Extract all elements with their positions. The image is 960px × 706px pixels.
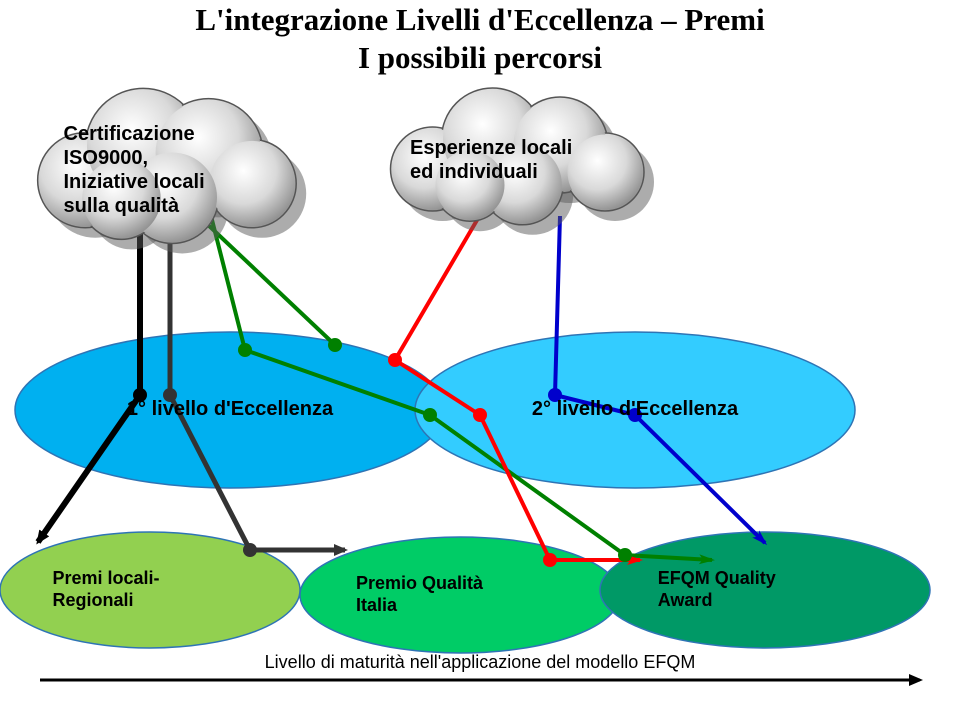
level2-label: 2° livello d'Eccellenza bbox=[415, 398, 855, 421]
cloud-certificazione-text: CertificazioneISO9000,Iniziative localis… bbox=[64, 122, 205, 218]
level1-label: 1° livello d'Eccellenza bbox=[15, 398, 445, 421]
cloud-esperienze-text: Esperienze localied individuali bbox=[410, 136, 572, 184]
efqm-award-label: EFQM QualityAward bbox=[658, 568, 776, 611]
premi-locali-label: Premi locali-Regionali bbox=[53, 568, 160, 611]
premio-italia-label: Premio QualitàItalia bbox=[356, 573, 483, 616]
page-title-line1: L'integrazione Livelli d'Eccellenza – Pr… bbox=[0, 2, 960, 38]
page-title-line2: I possibili percorsi bbox=[0, 40, 960, 76]
maturity-axis-label: Livello di maturità nell'applicazione de… bbox=[0, 652, 960, 673]
